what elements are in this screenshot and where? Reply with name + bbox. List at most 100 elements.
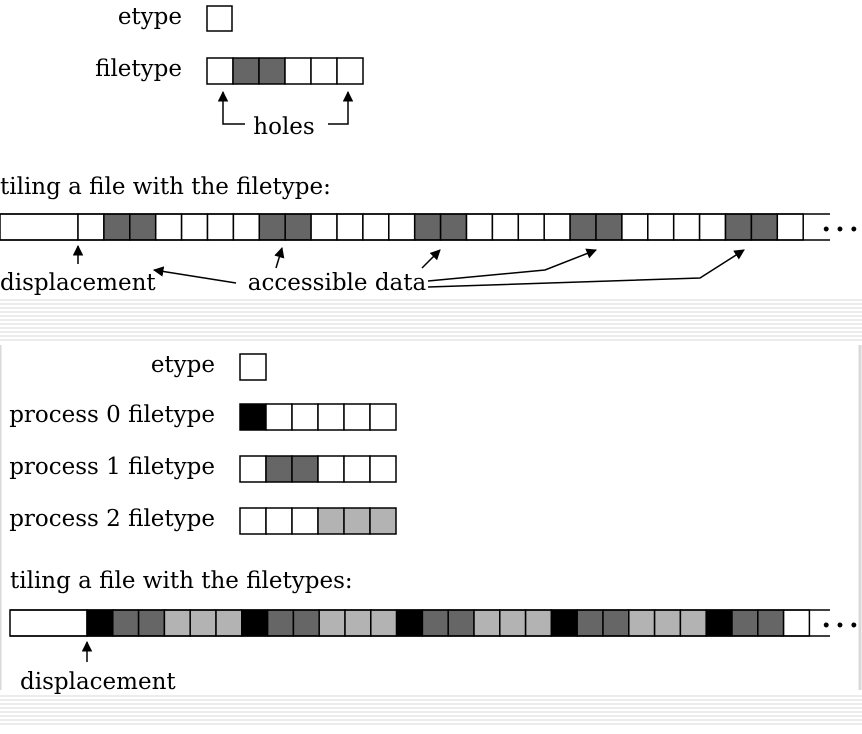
top-tiling-cell-empty <box>310 213 338 241</box>
top-filetype-cell-empty <box>284 57 312 85</box>
process-0-cell-empty <box>291 403 319 431</box>
bottom-tiling-cell-light <box>370 609 398 637</box>
top-filetype-cell-empty <box>336 57 364 85</box>
top-tiling-cell-empty <box>491 213 520 241</box>
bottom-tiling-label: tiling a file with the filetypes: <box>10 568 353 594</box>
bottom-tiling-cell-empty <box>782 609 811 637</box>
bottom-tiling-cell-black <box>86 609 114 637</box>
bottom-tiling-cell-light <box>653 609 682 637</box>
top-tiling-cell-empty <box>154 213 183 241</box>
bottom-tiling-cell-light <box>628 609 656 637</box>
bottom-tiling-cell-light <box>344 609 372 637</box>
bottom-tiling-cell-black <box>241 609 269 637</box>
bottom-tiling-cell-light <box>499 609 527 637</box>
top-tiling-cell-dark <box>413 213 442 241</box>
top-tiling-cell-dark <box>750 213 779 241</box>
bottom-tiling-cell-dark <box>421 609 449 637</box>
top-tiling-cell-empty <box>621 213 649 241</box>
top-displacement-label: displacement <box>0 270 156 296</box>
bottom-tiling-cell-light <box>524 609 553 637</box>
bottom-tiling-cell-light <box>215 609 243 637</box>
top-ellipsis: • • • <box>822 222 859 238</box>
bottom-tiling-cell-dark <box>112 609 140 637</box>
bottom-tiling-cell-dark <box>602 609 630 637</box>
top-filetype-cell-empty <box>310 57 338 85</box>
top-tiling-cell-empty <box>232 213 261 241</box>
top-tiling-cell-empty <box>465 213 494 241</box>
top-filetype-cell-empty <box>206 57 234 85</box>
process-2-cell-light <box>369 507 397 535</box>
top-tiling-cell-empty <box>776 213 804 241</box>
holes-label: holes <box>253 114 314 140</box>
bottom-tiling-cell-light <box>473 609 501 637</box>
top-tiling-cell-dark <box>439 213 468 241</box>
top-tiling-strip <box>0 213 804 241</box>
process-0-cell-empty <box>317 403 345 431</box>
top-tiling-cell-empty <box>336 213 364 241</box>
bottom-tiling-cell-dark <box>447 609 475 637</box>
process-0-cell-empty <box>369 403 397 431</box>
top-tiling-cell-dark <box>284 213 312 241</box>
top-filetype-label: filetype <box>95 56 182 82</box>
bottom-tiling-displacement-cell <box>9 609 88 637</box>
process-1-cell-dark <box>265 455 293 483</box>
bottom-tiling-cell-dark <box>576 609 604 637</box>
bottom-etype-box <box>239 353 267 381</box>
process-2-cell-empty <box>239 507 267 535</box>
accessible-arrow-5 <box>427 249 745 288</box>
top-tiling-cell-dark <box>724 213 753 241</box>
separator-stripes-top <box>0 299 862 341</box>
top-tiling-cell-dark <box>258 213 286 241</box>
bottom-tiling-cell-light <box>163 609 191 637</box>
process-0-filetype-strip <box>239 403 397 431</box>
accessible-arrow-1 <box>152 266 237 284</box>
top-filetype-strip <box>206 57 364 85</box>
top-tiling-cell-dark <box>595 213 623 241</box>
accessible-data-label: accessible data <box>248 270 427 296</box>
top-tiling-cell-empty <box>77 213 105 241</box>
top-tiling-displacement-cell <box>0 213 79 241</box>
process-1-label: process 1 filetype <box>9 454 215 480</box>
top-tiling-cell-dark <box>103 213 131 241</box>
top-filetype-cell-dark <box>258 57 286 85</box>
top-tiling-cell-empty <box>647 213 675 241</box>
process-2-cell-light <box>317 507 345 535</box>
holes-right-arrow <box>328 90 354 125</box>
bottom-tiling-cell-light <box>189 609 217 637</box>
bottom-tiling-cell-dark <box>757 609 785 637</box>
bottom-tiling-cell-light <box>679 609 707 637</box>
process-1-cell-empty <box>343 455 371 483</box>
process-1-cell-empty <box>317 455 345 483</box>
accessible-arrow-3 <box>421 249 441 269</box>
process-1-filetype-strip <box>239 455 397 483</box>
bottom-tiling-cell-dark <box>292 609 320 637</box>
accessible-arrow-2 <box>274 246 285 269</box>
bottom-tiling-cell-black <box>395 609 424 637</box>
top-tiling-cell-dark <box>569 213 597 241</box>
process-0-cell-empty <box>343 403 371 431</box>
holes-left-arrow <box>217 90 245 125</box>
process-1-cell-dark <box>291 455 319 483</box>
accessible-arrow-4 <box>427 248 597 282</box>
process-2-label: process 2 filetype <box>9 506 215 532</box>
top-tiling-cell-empty <box>388 213 416 241</box>
process-1-cell-empty <box>239 455 267 483</box>
bottom-tiling-cell-black <box>550 609 578 637</box>
process-0-label: process 0 filetype <box>9 402 215 428</box>
process-0-cell-empty <box>265 403 293 431</box>
top-etype-box <box>206 5 233 32</box>
bottom-tiling-cell-dark <box>731 609 759 637</box>
top-tiling-cell-empty <box>206 213 235 241</box>
process-2-filetype-strip <box>239 507 397 535</box>
top-tiling-cell-empty <box>517 213 545 241</box>
top-tiling-cell-empty <box>543 213 571 241</box>
process-1-cell-empty <box>369 455 397 483</box>
process-2-cell-empty <box>265 507 293 535</box>
top-tiling-cell-empty <box>362 213 390 241</box>
bottom-tiling-cell-dark <box>266 609 295 637</box>
bottom-tiling-cell-dark <box>137 609 166 637</box>
process-2-cell-light <box>343 507 371 535</box>
top-tiling-cell-empty <box>672 213 701 241</box>
